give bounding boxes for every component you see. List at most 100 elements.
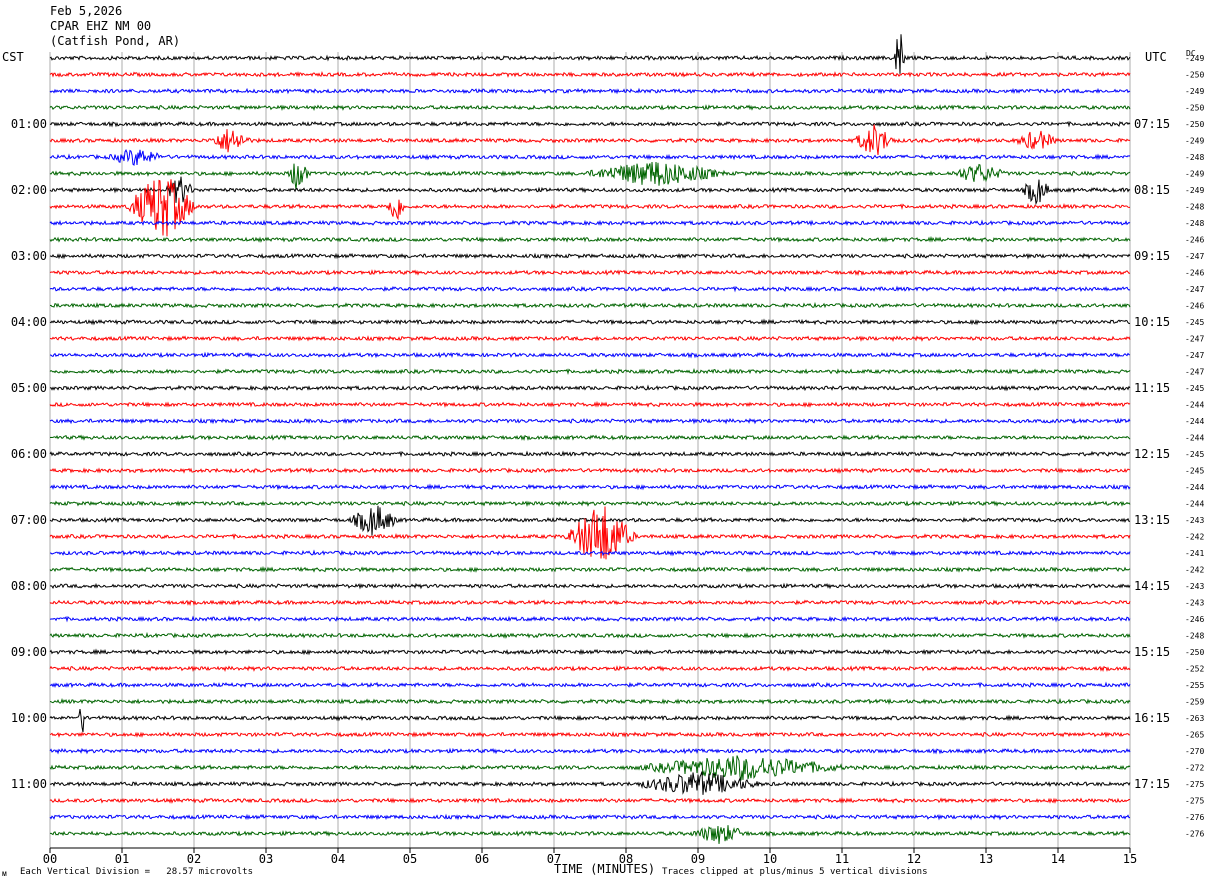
x-tick-label-14: 14 (1051, 852, 1065, 866)
trace-42 (49, 747, 1131, 755)
trace-44 (49, 771, 1131, 795)
dc-offset-42: -270 (1185, 747, 1204, 756)
dc-offset-20: -245 (1185, 384, 1204, 393)
trace-17 (49, 335, 1131, 343)
trace-14 (49, 285, 1131, 293)
trace-41 (49, 731, 1130, 739)
x-tick-label-10: 10 (763, 852, 777, 866)
dc-offset-7: -249 (1185, 170, 1204, 179)
dc-offset-17: -247 (1185, 335, 1204, 344)
x-tick-label-06: 06 (475, 852, 489, 866)
dc-offset-41: -265 (1185, 731, 1204, 740)
dc-offset-28: -243 (1185, 516, 1204, 525)
trace-30 (49, 549, 1131, 557)
dc-offset-15: -246 (1185, 302, 1204, 311)
trace-29 (49, 506, 1131, 560)
trace-4 (49, 120, 1131, 128)
minute-gridlines (49, 52, 1131, 849)
trace-9 (49, 179, 1130, 237)
trace-39 (49, 697, 1131, 705)
trace-33 (49, 599, 1131, 607)
x-tick-label-00: 00 (43, 852, 57, 866)
x-tick-label-03: 03 (259, 852, 273, 866)
dc-offset-30: -241 (1185, 549, 1204, 558)
cst-label-02:00: 02:00 (11, 183, 47, 197)
trace-3 (49, 104, 1131, 112)
dc-offset-44: -275 (1185, 780, 1204, 789)
dc-offset-4: -250 (1185, 120, 1204, 129)
cst-time-labels: 01:00 02:00 03:00 04:00 05:00 06:00 07:00 08:00… (11, 117, 47, 791)
dc-offset-31: -242 (1185, 566, 1204, 575)
cst-label: CST (2, 50, 24, 64)
trace-21 (49, 400, 1131, 408)
trace-40 (49, 709, 1131, 733)
dc-offset-37: -252 (1185, 665, 1204, 674)
trace-28 (49, 505, 1131, 536)
trace-26 (49, 483, 1131, 491)
x-tick-label-12: 12 (907, 852, 921, 866)
dc-offset-27: -244 (1185, 500, 1204, 509)
cst-label-04:00: 04:00 (11, 315, 47, 329)
trace-16 (49, 318, 1131, 326)
trace-7 (49, 161, 1131, 190)
cst-label-01:00: 01:00 (11, 117, 47, 131)
dc-offset-9: -248 (1185, 203, 1204, 212)
trace-0 (49, 34, 1131, 74)
utc-label: UTC (1145, 50, 1167, 64)
x-tick-label-09: 09 (691, 852, 705, 866)
dc-offset-22: -244 (1185, 417, 1204, 426)
trace-27 (49, 500, 1131, 508)
trace-19 (49, 367, 1131, 375)
x-axis-title: TIME (MINUTES) (554, 862, 656, 876)
dc-offset-32: -243 (1185, 582, 1204, 591)
trace-47 (49, 825, 1131, 844)
dc-offset-25: -245 (1185, 467, 1204, 476)
dc-offset-11: -246 (1185, 236, 1204, 245)
x-tick-label-07: 07 (547, 852, 561, 866)
dc-offset-labels: -249 -250 -249 -250 -250 -249 -248 -249 -249 -248… (1185, 54, 1204, 839)
dc-offset-46: -276 (1185, 813, 1204, 822)
header-location: (Catfish Pond, AR) (50, 34, 181, 48)
footer-clip: Traces clipped at plus/minus 5 vertical … (662, 867, 928, 877)
corner-mark-icon: ᴍ (2, 869, 7, 878)
dc-offset-35: -248 (1185, 632, 1204, 641)
header-station: CPAR EHZ NM 00 (50, 19, 152, 33)
cst-label-11:00: 11:00 (11, 777, 47, 791)
trace-5 (49, 124, 1131, 156)
x-tick-label-05: 05 (403, 852, 417, 866)
utc-label-12:15: 12:15 (1134, 447, 1170, 461)
utc-label-07:15: 07:15 (1134, 117, 1170, 131)
dc-offset-14: -247 (1185, 285, 1204, 294)
dc-offset-29: -242 (1185, 533, 1204, 542)
cst-label-08:00: 08:00 (11, 579, 47, 593)
trace-36 (49, 648, 1131, 656)
dc-offset-45: -275 (1185, 797, 1204, 806)
trace-35 (49, 631, 1131, 639)
footer-scale: Each Vertical Division = 28.57 microvolt… (20, 867, 253, 877)
utc-label-10:15: 10:15 (1134, 315, 1170, 329)
utc-label-15:15: 15:15 (1134, 645, 1170, 659)
utc-label-08:15: 08:15 (1134, 183, 1170, 197)
dc-offset-40: -263 (1185, 714, 1204, 723)
dc-offset-0: -249 (1185, 54, 1204, 63)
dc-offset-39: -259 (1185, 698, 1204, 707)
trace-25 (49, 466, 1131, 474)
x-tick-label-11: 11 (835, 852, 849, 866)
seismic-traces (49, 34, 1131, 844)
trace-38 (49, 681, 1131, 689)
utc-label-16:15: 16:15 (1134, 711, 1170, 725)
utc-time-labels: 07:15 08:15 09:15 10:15 11:15 12:15 13:15 14:15… (1134, 117, 1170, 791)
trace-2 (49, 87, 1131, 95)
trace-22 (49, 417, 1131, 425)
cst-label-05:00: 05:00 (11, 381, 47, 395)
dc-offset-38: -255 (1185, 681, 1204, 690)
trace-46 (49, 813, 1131, 821)
trace-11 (49, 235, 1131, 243)
dc-offset-23: -244 (1185, 434, 1204, 443)
x-tick-label-15: 15 (1123, 852, 1137, 866)
cst-label-09:00: 09:00 (11, 645, 47, 659)
trace-34 (49, 615, 1131, 623)
trace-6 (49, 148, 1131, 166)
x-tick-label-01: 01 (115, 852, 129, 866)
